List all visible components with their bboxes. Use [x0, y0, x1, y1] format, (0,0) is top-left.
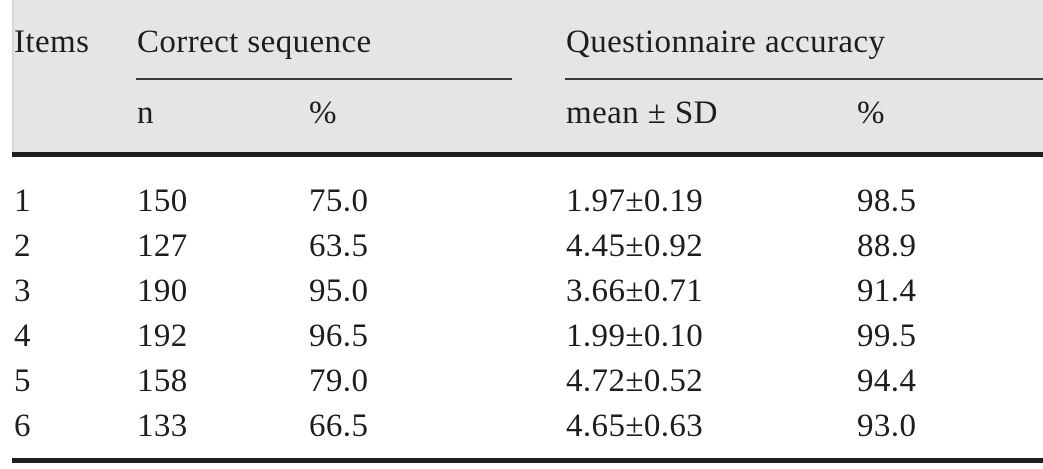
- accuracy-percent-value: 93.0: [857, 408, 917, 444]
- accuracy-percent-value: 88.9: [857, 228, 917, 264]
- column-header-items: Items: [14, 24, 90, 60]
- table-row: 6 133 66.5 4.65±0.63 93.0: [0, 408, 1043, 453]
- mean-sd-value: 4.45±0.92: [566, 228, 704, 264]
- item-number: 6: [14, 408, 31, 444]
- table-row: 2 127 63.5 4.45±0.92 88.9: [0, 228, 1043, 273]
- percent-value: 79.0: [309, 363, 369, 399]
- column-header-percent-accuracy: %: [857, 95, 885, 131]
- accuracy-percent-value: 91.4: [857, 273, 917, 309]
- correct-sequence-underline: [136, 78, 512, 80]
- percent-value: 75.0: [309, 183, 369, 219]
- n-value: 190: [137, 273, 188, 309]
- n-value: 150: [137, 183, 188, 219]
- n-value: 192: [137, 318, 188, 354]
- table-row: 4 192 96.5 1.99±0.10 99.5: [0, 318, 1043, 363]
- column-header-n: n: [137, 95, 154, 131]
- item-number: 1: [14, 183, 31, 219]
- column-header-mean-sd: mean ± SD: [566, 95, 718, 131]
- percent-value: 63.5: [309, 228, 369, 264]
- mean-sd-value: 3.66±0.71: [566, 273, 704, 309]
- group-header-correct-sequence: Correct sequence: [137, 24, 372, 60]
- mean-sd-value: 4.65±0.63: [566, 408, 704, 444]
- item-number: 5: [14, 363, 31, 399]
- percent-value: 95.0: [309, 273, 369, 309]
- item-number: 3: [14, 273, 31, 309]
- n-value: 127: [137, 228, 188, 264]
- table-bottom-rule: [12, 458, 1043, 463]
- percent-value: 66.5: [309, 408, 369, 444]
- mean-sd-value: 4.72±0.52: [566, 363, 704, 399]
- column-header-percent-correct: %: [309, 95, 337, 131]
- table-header-band: [12, 0, 1043, 152]
- group-header-questionnaire-accuracy: Questionnaire accuracy: [566, 24, 886, 60]
- table-row: 5 158 79.0 4.72±0.52 94.4: [0, 363, 1043, 408]
- accuracy-percent-value: 98.5: [857, 183, 917, 219]
- questionnaire-accuracy-underline: [565, 78, 1043, 80]
- item-number: 2: [14, 228, 31, 264]
- mean-sd-value: 1.97±0.19: [566, 183, 704, 219]
- table-row: 1 150 75.0 1.97±0.19 98.5: [0, 183, 1043, 228]
- percent-value: 96.5: [309, 318, 369, 354]
- table-row: 3 190 95.0 3.66±0.71 91.4: [0, 273, 1043, 318]
- header-bottom-rule: [12, 152, 1043, 157]
- accuracy-percent-value: 94.4: [857, 363, 917, 399]
- mean-sd-value: 1.99±0.10: [566, 318, 704, 354]
- n-value: 158: [137, 363, 188, 399]
- item-number: 4: [14, 318, 31, 354]
- accuracy-percent-value: 99.5: [857, 318, 917, 354]
- n-value: 133: [137, 408, 188, 444]
